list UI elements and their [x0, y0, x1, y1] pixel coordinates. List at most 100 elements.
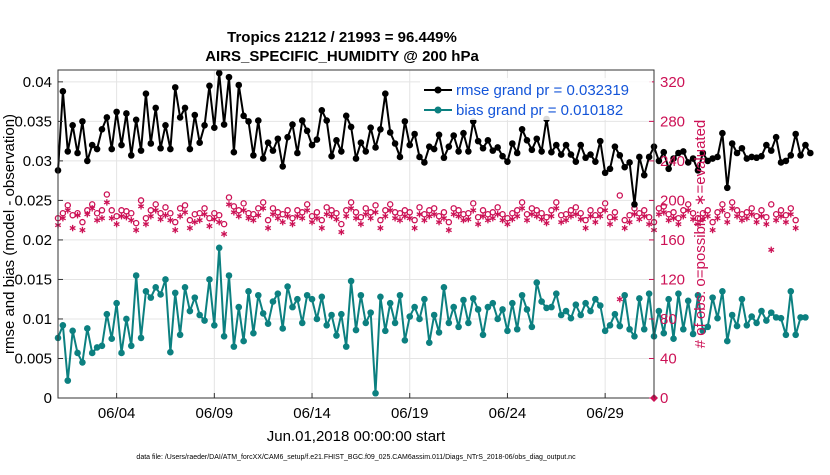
bias-point	[152, 284, 160, 291]
bias-point	[645, 290, 653, 297]
obs-evaluated-point	[157, 215, 164, 223]
star-stroke	[343, 214, 350, 219]
star-stroke	[391, 216, 399, 221]
rmse-point	[347, 123, 355, 131]
obs-evaluated-point	[64, 207, 71, 214]
star-stroke	[445, 227, 452, 233]
rmse-point	[450, 132, 458, 139]
rmse-point	[494, 144, 501, 151]
bias-point	[308, 295, 316, 303]
rmse-point	[88, 141, 96, 149]
obs-evaluated-point	[108, 214, 115, 222]
obs-possible-point	[748, 205, 755, 212]
star-stroke	[123, 215, 130, 220]
bias-point	[230, 343, 238, 350]
rmse-point	[479, 144, 487, 152]
obs-evaluated-point	[426, 213, 433, 220]
bias-point	[562, 307, 570, 315]
rmse-point	[465, 148, 472, 155]
obs-evaluated-point	[79, 226, 86, 234]
right-axis-label: # of obs: o=possible; ∗=evaluated	[692, 120, 709, 349]
rmse-point	[680, 148, 687, 155]
bias-point	[235, 303, 243, 311]
obs-evaluated-point	[103, 199, 110, 206]
rmse-point	[587, 151, 594, 158]
obs-possible-point	[108, 207, 115, 214]
obs-evaluated-point	[89, 205, 96, 212]
obs-possible-point	[338, 220, 345, 228]
star-stroke	[758, 214, 765, 219]
star-stroke	[714, 216, 721, 221]
bias-point	[509, 299, 516, 307]
bias-point	[84, 325, 91, 332]
rmse-point	[176, 114, 184, 121]
star-stroke	[489, 216, 496, 221]
rmse-point	[782, 157, 790, 165]
obs-possible-point	[772, 210, 780, 218]
star-stroke	[304, 208, 311, 213]
obs-possible-point	[98, 207, 106, 214]
rmse-point	[357, 139, 365, 147]
rmse-point	[108, 145, 116, 153]
rmse-point	[562, 141, 570, 149]
obs-possible-point	[699, 210, 707, 217]
star-stroke	[440, 216, 448, 221]
rmse-point	[401, 118, 409, 125]
obs-evaluated-point	[338, 228, 345, 236]
x-tick-label: 06/24	[489, 405, 527, 422]
rmse-point	[421, 159, 428, 166]
star-stroke	[79, 227, 86, 233]
left-tick-label: 0	[44, 390, 52, 407]
bias-point	[430, 311, 438, 319]
bias-point	[382, 327, 389, 335]
rmse-point	[79, 118, 86, 125]
star-stroke	[548, 214, 555, 219]
star-stroke	[196, 218, 203, 223]
obs-evaluated-point	[548, 213, 555, 220]
obs-evaluated-point	[147, 213, 154, 220]
bias-point	[440, 284, 448, 291]
obs-evaluated-point	[504, 220, 511, 228]
obs-evaluated-point	[509, 215, 516, 223]
star-stroke	[606, 221, 614, 227]
bias-point	[416, 315, 423, 323]
obs-possible-point	[255, 205, 262, 212]
obs-possible-point	[303, 201, 311, 208]
rmse-point	[655, 157, 663, 165]
rmse-point	[807, 149, 814, 157]
rmse-point	[391, 140, 399, 147]
bias-point	[401, 337, 409, 344]
left-tick-label: 0.005	[14, 350, 52, 367]
bias-point	[802, 314, 809, 321]
obs-evaluated-point	[406, 214, 413, 222]
bias-point	[98, 342, 106, 350]
bias-point	[533, 279, 541, 286]
rmse-point	[372, 144, 379, 151]
chart-subtitle: AIRS_SPECIFIC_HUMIDITY @ 200 hPa	[205, 48, 479, 65]
bias-point	[445, 319, 453, 327]
obs-evaluated-point	[118, 213, 125, 220]
obs-possible-point	[465, 210, 472, 217]
obs-possible-point	[494, 204, 501, 211]
obs-possible-point	[352, 209, 360, 216]
rmse-point	[733, 149, 741, 157]
obs-evaluated-point	[411, 224, 418, 232]
star-stroke	[773, 218, 780, 223]
rmse-point	[460, 129, 467, 137]
obs-possible-point	[787, 205, 795, 212]
bias-point	[567, 314, 575, 322]
obs-evaluated-point	[304, 207, 311, 214]
obs-possible-point	[176, 205, 184, 212]
rmse-point	[577, 141, 585, 149]
obs-evaluated-point	[597, 213, 604, 220]
rmse-point	[719, 129, 726, 137]
bias-point	[245, 288, 252, 295]
obs-evaluated-point	[738, 216, 746, 224]
bias-point	[660, 329, 668, 337]
rmse-point	[171, 84, 179, 91]
obs-possible-point	[132, 219, 140, 227]
bias-point	[386, 299, 394, 307]
rmse-point	[660, 148, 668, 156]
rmse-point	[557, 151, 565, 158]
obs-possible-point	[499, 210, 506, 218]
